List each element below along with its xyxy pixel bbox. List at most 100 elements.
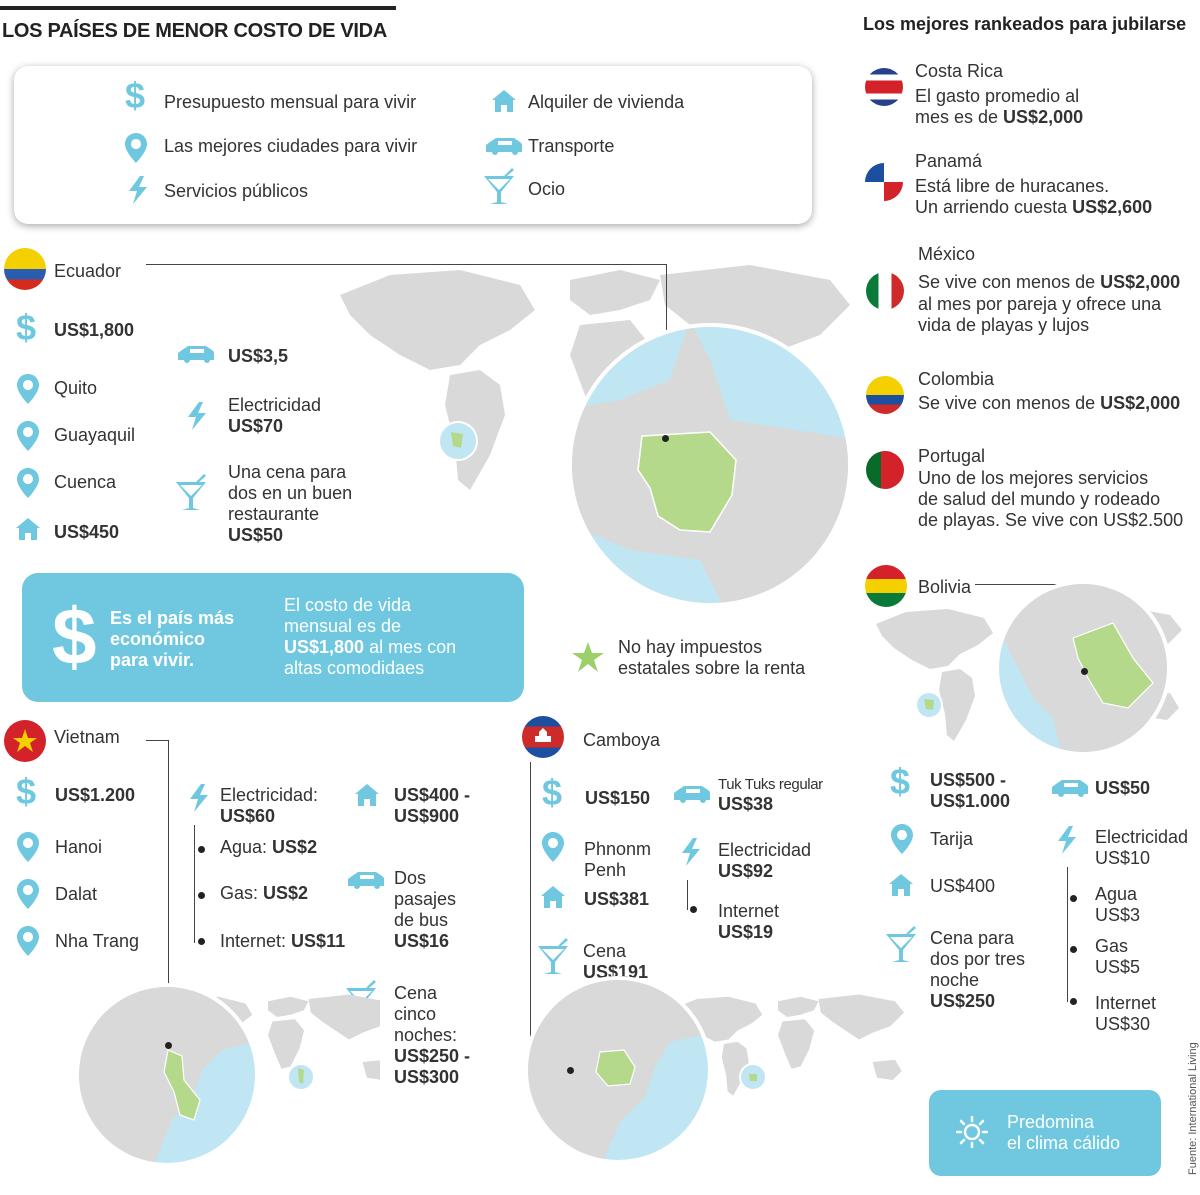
vietnam-leader-line — [146, 740, 168, 741]
vietnam-dinner-line-3: noches: — [394, 1025, 458, 1045]
highlight-right-bold: US$1,800 — [284, 637, 365, 657]
star-icon — [572, 642, 604, 672]
vietnam-bus: US$16 — [394, 931, 450, 951]
climate-line-1: Predomina — [1007, 1112, 1095, 1132]
dollar-icon — [125, 80, 146, 116]
cambodia-zoom-map — [524, 976, 712, 1164]
pin-icon — [891, 824, 913, 854]
bolivia-internet: US$30 — [1095, 1014, 1151, 1034]
bolivia-budget-2: US$1.000 — [930, 791, 1011, 811]
ecuador-city-1: Quito — [54, 378, 98, 398]
cambodia-tuk-label: Tuk Tuks regular — [718, 776, 823, 793]
ranked-1-bold: US$2,000 — [1003, 107, 1084, 127]
vietnam-dinner-line-2: cinco — [394, 1004, 437, 1024]
cambodia-name: Camboya — [583, 730, 661, 750]
cambodia-dinner: US$191 — [583, 962, 649, 982]
ecuador-name: Ecuador — [54, 261, 122, 281]
ranked-2-line-1: Está libre de huracanes. — [915, 176, 1110, 196]
pin-icon — [17, 926, 39, 956]
ranked-1-line-2: mes es de US$2,000 — [915, 107, 1083, 128]
ecuador-marker-dot — [662, 435, 669, 442]
ranked-4-line-1-text: Se vive con menos de — [918, 393, 1101, 413]
pin-icon — [542, 832, 564, 862]
source-credit: Fuente: International Living — [1187, 1042, 1199, 1175]
bolivia-internet-label: Internet — [1095, 993, 1157, 1013]
cambodia-leader-line — [530, 762, 531, 1070]
ecuador-zoom-map — [568, 323, 852, 607]
bolt-icon — [129, 176, 147, 204]
bolivia-name: Bolivia — [918, 577, 972, 597]
ecuador-leader-line — [146, 264, 666, 265]
cambodia-internet-label: Internet — [718, 901, 780, 921]
colombia-flag-icon — [866, 376, 904, 414]
legend-utilities: Servicios públicos — [164, 181, 309, 201]
vietnam-gas: US$2 — [263, 883, 309, 903]
bolivia-zoom-map — [995, 580, 1171, 756]
bullet-dot — [198, 846, 205, 853]
vietnam-water-label: Agua: — [220, 837, 273, 857]
bolivia-rent: US$400 — [930, 876, 996, 896]
ecuador-dinner-line-2: dos en un buen — [228, 483, 353, 503]
bolivia-water-label: Agua — [1095, 884, 1138, 904]
vietnam-city-1: Hanoi — [55, 837, 103, 857]
house-icon — [16, 518, 40, 540]
cambodia-internet: US$19 — [718, 922, 774, 942]
ecuador-city-2: Guayaquil — [54, 425, 136, 445]
ranked-3-line-1: Se vive con menos de US$2,000 — [918, 272, 1180, 293]
vietnam-internet: US$11 — [291, 931, 346, 951]
highlight-right-4: altas comodidaes — [284, 658, 425, 678]
vietnam-dinner-1: US$250 - — [394, 1046, 471, 1066]
pin-icon — [17, 468, 39, 498]
vietnam-electricity: US$60 — [220, 806, 276, 826]
pin-icon — [17, 832, 39, 862]
ranked-1-line-1: El gasto promedio al — [915, 86, 1080, 106]
bullet-dot — [198, 892, 205, 899]
bolivia-dinner-line-1: Cena para — [930, 928, 1015, 948]
ecuador-highlight-box — [22, 573, 524, 702]
cambodia-city-1: Phnonm — [584, 839, 652, 859]
bolivia-dinner-line-3: noche — [930, 970, 980, 990]
vietnam-dinner-line-1: Cena — [394, 983, 438, 1003]
cambodia-utilities-line — [687, 880, 688, 910]
ecuador-budget: US$1,800 — [54, 320, 135, 340]
highlight-right-3-text: al mes con — [364, 637, 457, 657]
cambodia-city-2: Penh — [584, 860, 627, 880]
bolivia-utilities-line — [1067, 867, 1068, 1002]
bolivia-gas: US$5 — [1095, 957, 1141, 977]
bolt-icon — [682, 838, 700, 866]
vietnam-internet-row: Internet: US$11 — [220, 931, 345, 952]
bullet-dot — [690, 906, 697, 913]
legend-cities: Las mejores ciudades para vivir — [164, 136, 418, 156]
bus-icon — [178, 346, 214, 363]
ranked-1-line-2-text: mes es de — [915, 107, 1004, 127]
ecuador-dinner-line-3: restaurante — [228, 504, 320, 524]
vietnam-marker-dot — [165, 1042, 172, 1049]
ecuador-transport: US$3,5 — [228, 346, 289, 366]
ranked-5-line-1: Uno de los mejores servicios — [918, 468, 1149, 488]
highlight-left-1: Es el país más — [110, 608, 235, 628]
glass-icon — [484, 168, 514, 204]
svg-text:$: $ — [52, 596, 97, 676]
vietnam-budget: US$1.200 — [55, 785, 136, 805]
pin-icon — [125, 133, 147, 163]
ranked-3-name: México — [918, 244, 976, 264]
ecuador-dinner-line-1: Una cena para — [228, 462, 347, 482]
cambodia-mini-zoom — [739, 1063, 767, 1091]
house-icon — [355, 784, 379, 806]
bolivia-dinner: US$250 — [930, 991, 996, 1011]
bus-icon — [1052, 780, 1088, 797]
highlight-right-1: El costo de vida — [284, 595, 412, 615]
climate-line-2: el clima cálido — [1007, 1133, 1121, 1153]
dollar-icon — [16, 312, 37, 348]
bullet-dot — [1070, 998, 1077, 1005]
vietnam-flag-icon — [4, 720, 46, 762]
legend-rent: Alquiler de vivienda — [528, 92, 685, 112]
tax-note-2: estatales sobre la renta — [618, 658, 806, 678]
legend-transport: Transporte — [528, 136, 615, 156]
cambodia-tuk: US$38 — [718, 794, 774, 814]
pin-icon — [17, 879, 39, 909]
bolivia-dinner-line-2: dos por tres — [930, 949, 1026, 969]
vietnam-internet-label: Internet: — [220, 931, 292, 951]
mexico-flag-icon — [866, 272, 904, 310]
bolivia-leader-line — [975, 584, 1085, 585]
